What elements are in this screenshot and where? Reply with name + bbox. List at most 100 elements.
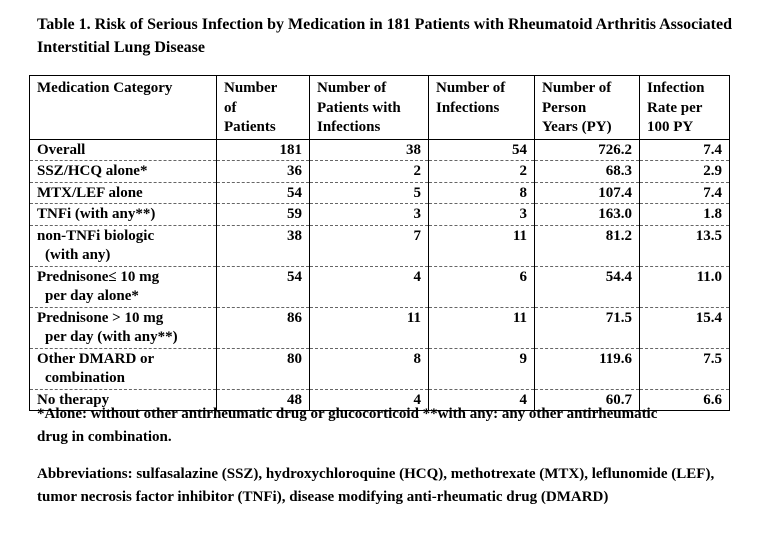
cell-value: 119.6 [599,350,632,367]
value-cell: 11 [428,225,535,267]
cell-value: 4 [519,391,528,408]
category-text: TNFi (with any**) [37,206,156,222]
header-text: Patients [224,119,276,135]
cell-value: 2 [519,163,528,179]
cell-value: 1.8 [703,206,722,222]
cell-value: 15.4 [695,309,722,326]
category-cell: MTX/LEF alone [29,182,217,204]
category-text: (with any) [45,247,111,263]
value-cell: 4 [309,266,429,308]
value-cell: 3 [309,203,429,226]
value-cell: 8 [309,348,429,390]
table-row: Other DMARD or combination 80 8 9 119.6 7.5 [29,348,730,390]
footnote: *Alone: without other antirheumatic drug… [37,406,658,445]
value-cell: 181 [216,139,310,161]
abbreviations: Abbreviations: sulfasalazine (SSZ), hydr… [37,466,715,505]
cell-value: 6.6 [703,391,722,408]
table-row: MTX/LEF alone 54 5 8 107.4 7.4 [29,182,730,204]
value-cell: 54.4 [534,266,640,308]
header-text: Medication Category [37,80,173,96]
cell-value: 80 [287,350,302,367]
category-text: per day alone* [45,288,139,304]
cell-value: 11 [406,309,421,326]
value-cell: 68.3 [534,160,640,183]
header-text: Patients with [317,99,401,116]
category-cell: No therapy [29,389,217,411]
cell-value: 54.4 [605,268,632,285]
category-cell: Prednisone > 10 mg per day (with any**) [29,307,217,349]
header-text: Person [542,99,587,116]
cell-value: 11.0 [696,268,722,285]
category-cell: SSZ/HCQ alone* [29,160,217,183]
table-row: Prednisone > 10 mg per day (with any**) 86… [29,307,730,349]
value-cell: 163.0 [534,203,640,226]
header-cell: Medication Category [29,75,217,140]
cell-value: 726.2 [598,141,632,158]
value-cell: 119.6 [534,348,640,390]
category-text: Overall [37,141,86,158]
cell-value: 4 [413,268,422,285]
header-cell: Number of Infections [428,75,535,140]
cell-value: 7 [413,227,422,244]
cell-value: 5 [413,184,422,201]
category-cell: Other DMARD or combination [29,348,217,390]
cell-value: 54 [287,268,302,285]
value-cell: 7.4 [639,139,730,161]
cell-value: 68.3 [605,163,632,179]
value-cell: 6.6 [639,389,730,411]
value-cell: 2.9 [639,160,730,183]
cell-value: 54 [287,184,302,201]
category-cell: Overall [29,139,217,161]
value-cell: 54 [216,266,310,308]
cell-value: 6 [519,268,528,285]
header-cell: Number of Patients [216,75,310,140]
header-row: Medication Category Number of Patients Numbe… [29,75,730,140]
cell-value: 11 [512,309,527,326]
cell-value: 3 [519,206,528,222]
value-cell: 5 [309,182,429,204]
category-cell: Prednisone≤ 10 mg per day alone* [29,266,217,308]
category-text: Prednisone≤ 10 mg [37,268,160,285]
cell-value: 7.4 [703,184,722,201]
table-row: non-TNFi biologic (with any) 38 7 11 81.2 13.5 [29,225,730,267]
header-text: Number of [436,80,506,96]
cell-value: 2 [413,163,422,179]
header-text: Number [224,80,278,96]
category-text: Other DMARD or [37,350,155,367]
cell-value: 48 [287,391,302,408]
cell-value: 8 [519,184,528,201]
table-row: Prednisone≤ 10 mg per day alone* 54 4 6 54.4 1… [29,266,730,308]
cell-value: 38 [287,227,302,244]
value-cell: 81.2 [534,225,640,267]
cell-value: 71.5 [605,309,632,326]
cell-value: 81.2 [605,227,632,244]
header-cell: Number of Person Years (PY) [534,75,640,140]
cell-value: 54 [512,141,527,158]
cell-value: 181 [279,141,303,158]
value-cell: 11 [309,307,429,349]
header-text: Number of [317,80,387,96]
cell-value: 59 [287,206,302,222]
value-cell: 7.5 [639,348,730,390]
table-row: SSZ/HCQ alone* 36 2 2 68.3 2.9 [29,160,730,183]
category-text: non-TNFi biologic [37,227,155,244]
value-cell: 2 [428,160,535,183]
value-cell: 7.4 [639,182,730,204]
cell-value: 60.7 [605,391,632,408]
cell-value: 7.4 [703,141,722,158]
value-cell: 54 [428,139,535,161]
value-cell: 9 [428,348,535,390]
value-cell: 11 [428,307,535,349]
value-cell: 1.8 [639,203,730,226]
header-text: Rate per [647,99,703,116]
value-cell: 80 [216,348,310,390]
header-text: Infections [317,119,381,135]
category-text: No therapy [37,391,110,408]
header-cell: Number of Patients with Infections [309,75,429,140]
cell-value: 13.5 [695,227,722,244]
table-row: No therapy 48 4 4 60.7 6.6 [29,389,730,411]
value-cell: 7 [309,225,429,267]
value-cell: 59 [216,203,310,226]
cell-value: 86 [287,309,302,326]
